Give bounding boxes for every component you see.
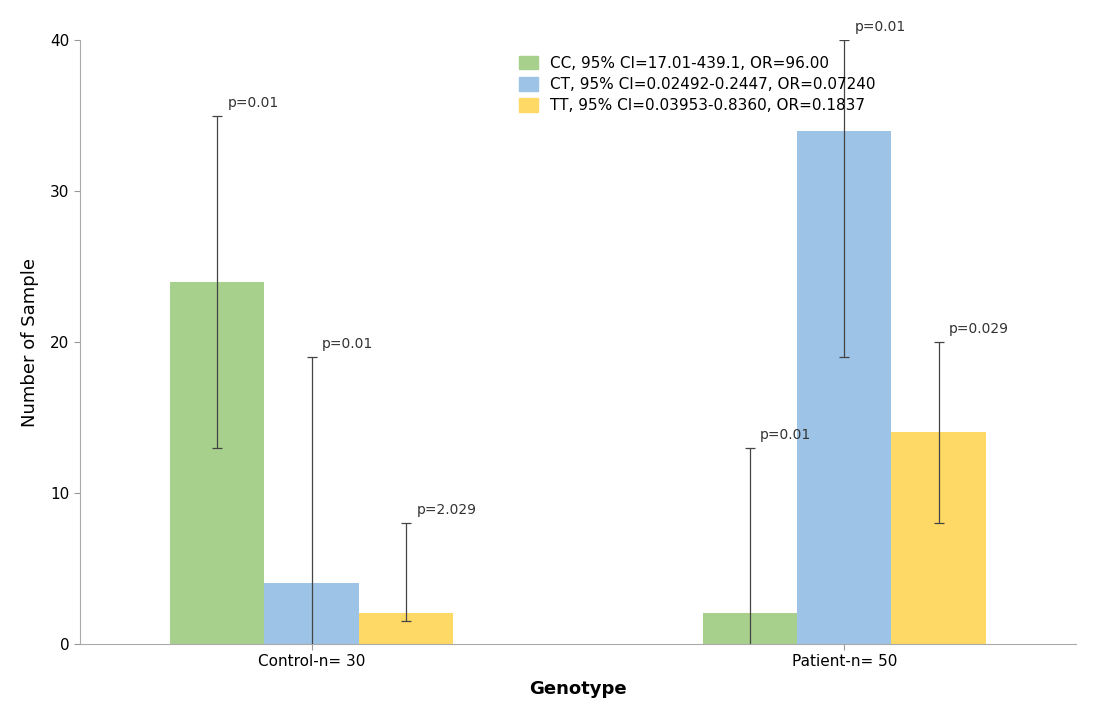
Text: p=0.01: p=0.01 <box>323 337 373 351</box>
Legend: CC, 95% CI=17.01-439.1, OR=96.00, CT, 95% CI=0.02492-0.2447, OR=0.07240, TT, 95%: CC, 95% CI=17.01-439.1, OR=96.00, CT, 95… <box>512 48 883 121</box>
Bar <box>798 131 892 644</box>
Y-axis label: Number of Sample: Number of Sample <box>21 257 38 426</box>
Text: p=2.029: p=2.029 <box>417 503 476 517</box>
Text: p=0.01: p=0.01 <box>855 20 906 35</box>
Bar <box>264 583 359 644</box>
Text: p=0.029: p=0.029 <box>949 322 1009 336</box>
Bar <box>170 282 264 644</box>
Bar <box>359 613 453 644</box>
Text: p=0.01: p=0.01 <box>227 96 279 110</box>
Bar <box>892 433 986 644</box>
Bar <box>702 613 798 644</box>
Text: p=0.01: p=0.01 <box>760 428 812 441</box>
X-axis label: Genotype: Genotype <box>529 680 626 698</box>
